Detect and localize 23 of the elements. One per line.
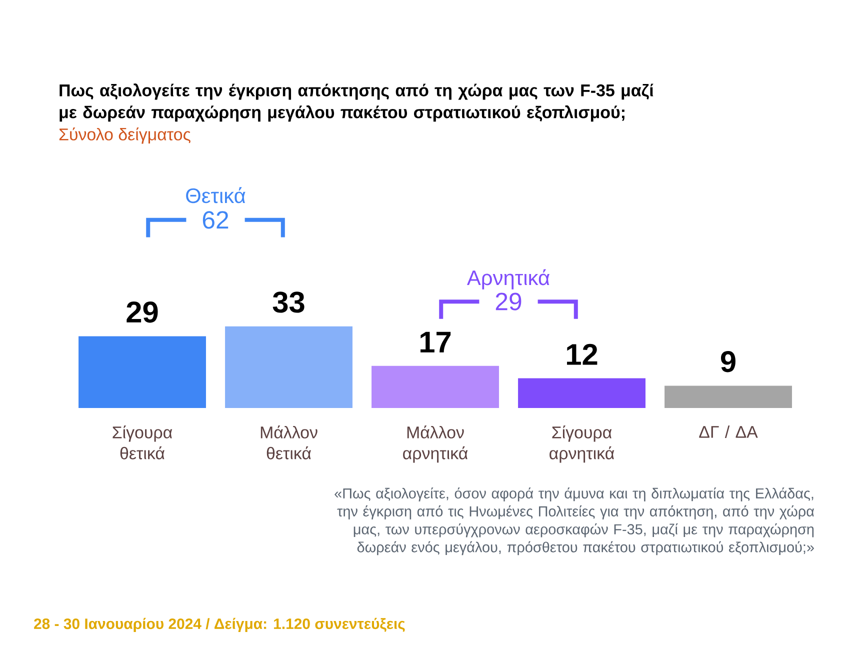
text: Αρνητικά [466,269,550,290]
x-tick-label: ΔΓ / ΔΑ [699,426,758,438]
x-tick-label: Σίγουρα αρνητικά [550,426,614,463]
data-label: 12 [567,344,598,365]
bar [225,326,352,408]
chart-subtitle: Σύνολο δείγματος [59,127,190,144]
text: 28 - 30 Ιανουαρίου 2024 / Δείγμα: 1.120 συνεντεύξεις [34,618,405,632]
text: 62 [202,211,228,229]
bar [518,378,646,408]
data-label: 33 [272,292,304,313]
data-label: 17 [420,332,451,352]
data-label: 29 [126,302,158,323]
chart-title: Πως αξιολογείτε την έγκριση απόκτησης από τη χώρα μας των F-35 μαζί με δωρεάν παραχώρηση μεγάλου πακέτου στρατιωτικού εξοπλισμού; [60,83,654,122]
text: Θετικά [186,187,246,204]
text: «Πως αξιολογείτε, όσον αφορά την άμυνα και τη διπλωματία της Ελλάδας, την έγκριση από τις Ηνωμένες Πολιτείες για την απόκτηση, από την χώρα μας, των υπερσύγχρονων αεροσκαφών F-35, μαζί με την παραχώρηση δωρεάν ενός μεγάλου, πρόσθετου πακέτου στρατιωτικού εξοπλισμού;» [334,487,814,556]
text: 29 [496,292,522,310]
bar [372,366,499,408]
x-tick-label: Μάλλον θετικά [260,426,318,460]
data-label: 9 [720,351,736,372]
bar [664,386,792,408]
x-tick-label: Σίγουρα θετικά [112,426,172,460]
x-tick-label: Μάλλον αρνητικά [403,426,468,463]
bar [78,336,206,408]
